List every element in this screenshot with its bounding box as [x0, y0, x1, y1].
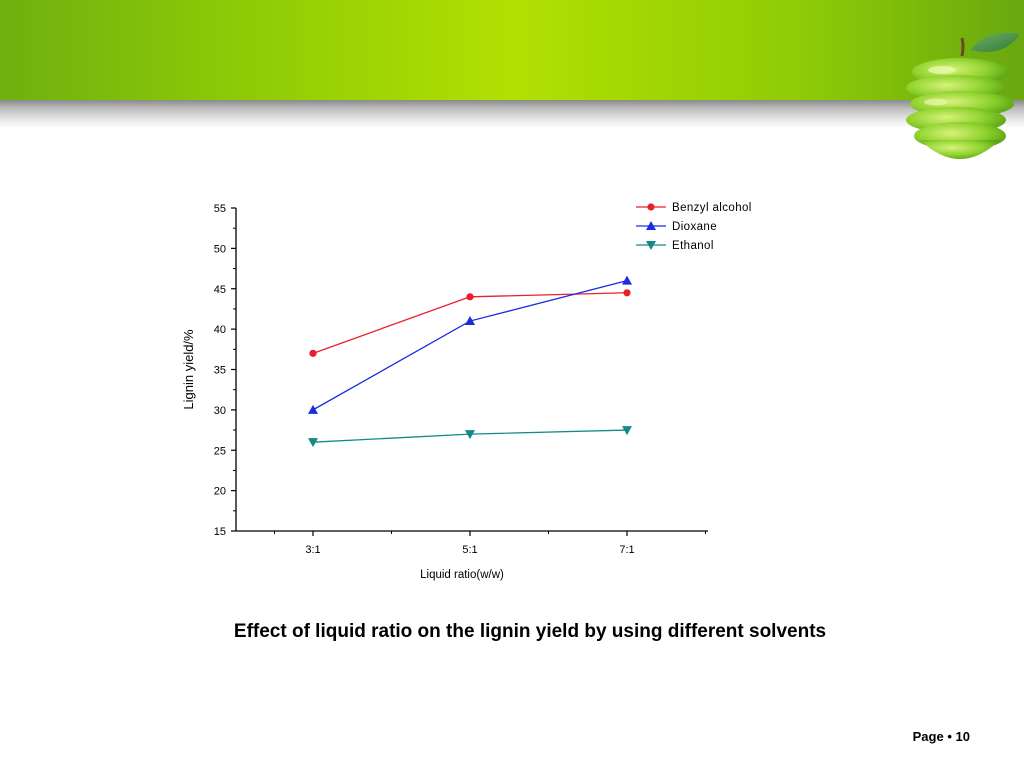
series-dioxane — [308, 275, 632, 414]
legend-item-dioxane: Dioxane — [636, 221, 717, 233]
legend-marker-dioxane — [646, 221, 656, 230]
y-tick-label: 50 — [214, 243, 226, 255]
y-tick-label: 15 — [214, 526, 226, 538]
legend-marker-benzyl-alcohol — [647, 203, 655, 211]
chart-series — [308, 275, 632, 448]
y-tick-label: 45 — [214, 284, 226, 296]
y-tick-label: 25 — [214, 445, 226, 457]
x-tick-label: 7:1 — [619, 544, 634, 556]
x-tick-label: 5:1 — [462, 544, 477, 556]
green-apple-logo — [906, 32, 1020, 159]
data-point-benzyl-alcohol — [623, 289, 631, 297]
chart-axes: 15 20 25 30 35 40 45 50 55 3:1 5:1 7:1 Liquid ratio(… — [181, 203, 708, 581]
data-point-ethanol — [308, 438, 318, 448]
legend-item-ethanol: Ethanol — [636, 240, 714, 252]
data-point-benzyl-alcohol — [309, 349, 317, 357]
y-tick-label: 20 — [214, 486, 226, 498]
legend-label-benzyl-alcohol: Benzyl alcohol — [672, 202, 752, 214]
data-point-dioxane — [465, 316, 475, 326]
y-tick-label: 55 — [214, 203, 226, 215]
page-label: Page — [912, 729, 944, 744]
page-number: 10 — [955, 729, 970, 744]
legend-label-dioxane: Dioxane — [672, 221, 717, 233]
series-ethanol — [308, 426, 632, 448]
chart-legend: Benzyl alcohol Dioxane Ethanol — [636, 202, 752, 252]
header-banner — [0, 0, 1024, 100]
lignin-yield-chart: 15 20 25 30 35 40 45 50 55 3:1 5:1 7:1 Liquid ratio(… — [181, 202, 752, 581]
figure-caption: Effect of liquid ratio on the lignin yie… — [233, 621, 827, 642]
data-point-ethanol — [622, 426, 632, 436]
page-separator: • — [947, 729, 952, 744]
header-shadow — [0, 100, 1024, 128]
y-axis-title: Lignin yield/% — [181, 329, 196, 410]
data-point-ethanol — [465, 430, 475, 440]
y-tick-label: 40 — [214, 324, 226, 336]
legend-marker-ethanol — [646, 241, 656, 250]
x-axis-title: Liquid ratio(w/w) — [420, 569, 504, 581]
data-point-dioxane — [308, 404, 318, 414]
legend-label-ethanol: Ethanol — [672, 240, 714, 252]
y-tick-label: 30 — [214, 405, 226, 417]
page-indicator: Page • 10 — [880, 729, 970, 744]
y-tick-label: 35 — [214, 365, 226, 377]
data-point-dioxane — [622, 275, 632, 285]
legend-item-benzyl-alcohol: Benzyl alcohol — [636, 202, 752, 214]
data-point-benzyl-alcohol — [466, 293, 474, 301]
x-tick-label: 3:1 — [305, 544, 320, 556]
